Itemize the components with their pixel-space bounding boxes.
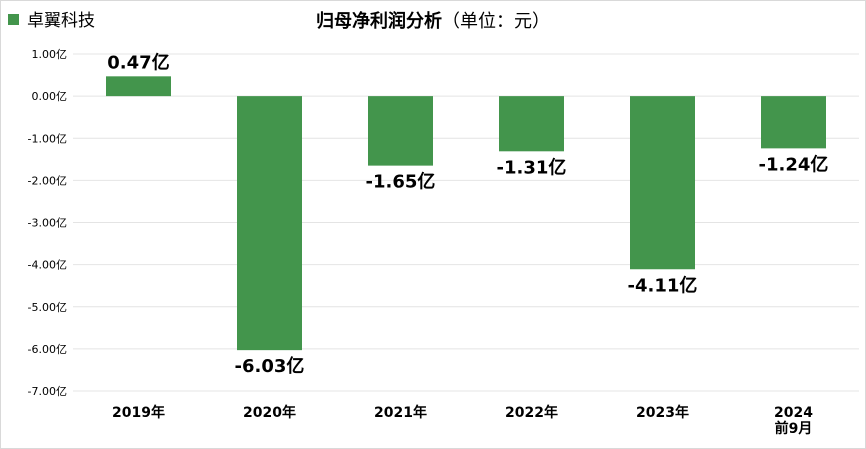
legend-label: 卓翼科技 — [27, 11, 95, 31]
y-tick-label: -6.00亿 — [28, 343, 67, 356]
chart-title: 归母净利润分析（单位：元） — [316, 10, 550, 32]
legend-swatch — [8, 14, 19, 25]
data-label: -6.03亿 — [235, 355, 305, 377]
data-label: -4.11亿 — [628, 274, 698, 296]
x-tick-label: 2021年 — [374, 404, 427, 421]
x-tick-label: 2022年 — [505, 404, 558, 421]
y-tick-label: -2.00亿 — [28, 174, 67, 187]
chart-title-main: 归母净利润分析 — [316, 10, 442, 32]
y-tick-label: -5.00亿 — [28, 301, 67, 314]
data-label: -1.24亿 — [759, 153, 829, 175]
bar — [499, 96, 564, 152]
data-labels: 0.47亿 -6.03亿 -1.65亿 -1.31亿 -4.11亿 -1.24亿 — [107, 51, 828, 377]
data-label: -1.31亿 — [497, 156, 567, 178]
y-tick-label: -4.00亿 — [28, 259, 67, 272]
x-tick-label: 2023年 — [636, 404, 689, 421]
legend: 卓翼科技 — [8, 11, 95, 31]
y-tick-label: 0.00亿 — [32, 90, 68, 103]
bar — [237, 96, 302, 351]
bar — [106, 76, 171, 97]
y-tick-label: -1.00亿 — [28, 132, 67, 145]
y-axis: 1.00亿 0.00亿 -1.00亿 -2.00亿 -3.00亿 -4.00亿 -5.00亿… — [28, 48, 67, 398]
y-tick-label: -3.00亿 — [28, 217, 67, 230]
y-tick-label: 1.00亿 — [32, 48, 68, 61]
gridlines — [73, 53, 859, 392]
bar — [630, 96, 695, 270]
bar — [761, 96, 826, 149]
x-tick-label: 前9月 — [775, 420, 813, 437]
bars — [106, 76, 826, 351]
data-label: 0.47亿 — [107, 51, 169, 73]
x-tick-label: 2019年 — [112, 404, 165, 421]
bar — [368, 96, 433, 166]
chart-title-unit: （单位：元） — [442, 11, 550, 32]
x-tick-label: 2024 — [774, 405, 813, 421]
data-label: -1.65亿 — [366, 171, 436, 193]
x-tick-label: 2020年 — [243, 404, 296, 421]
y-tick-label: -7.00亿 — [28, 385, 67, 398]
